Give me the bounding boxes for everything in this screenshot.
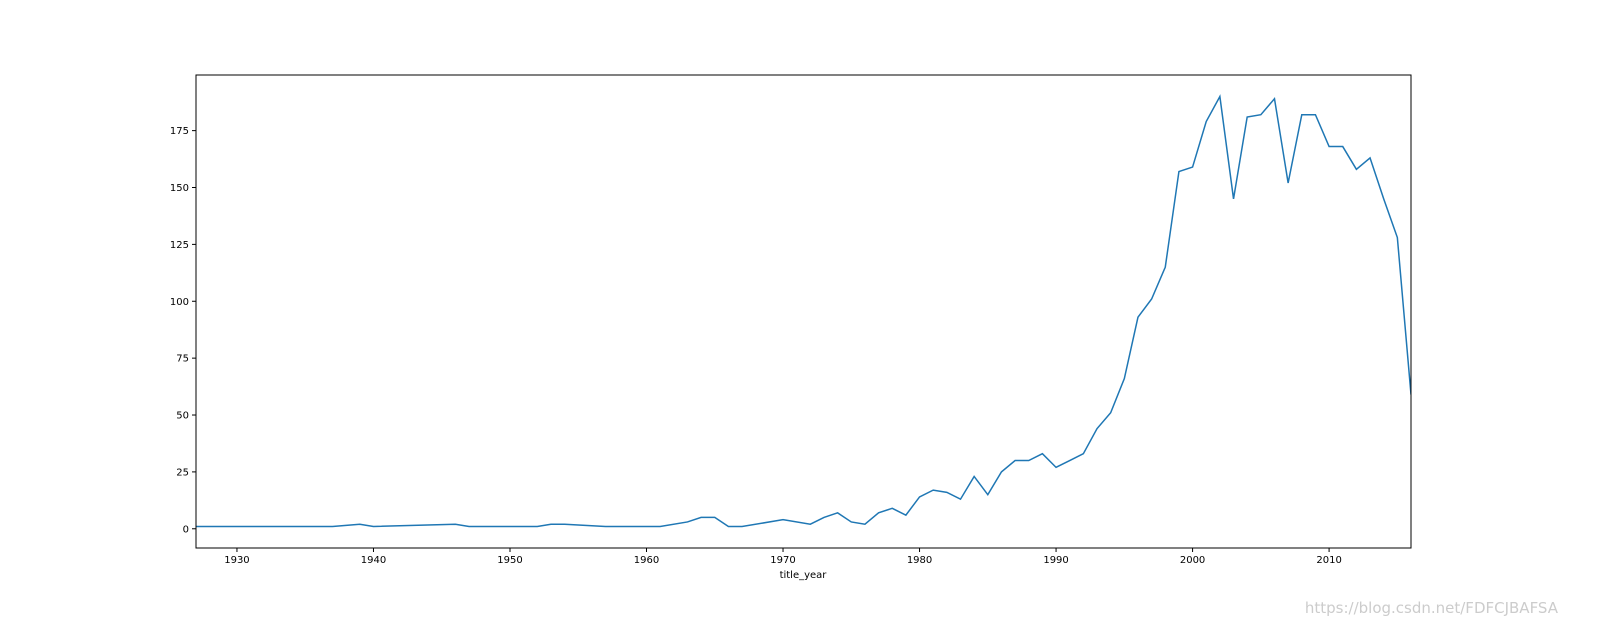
x-tick-label: 1980: [907, 555, 932, 566]
x-tick-label: 1950: [497, 555, 522, 566]
x-tick-label: 1930: [224, 555, 249, 566]
y-tick-label: 125: [170, 240, 189, 251]
line: [196, 94, 1411, 528]
y-tick-label: 100: [170, 297, 189, 308]
y-tick-label: 175: [170, 126, 189, 137]
x-tick-label: 2010: [1316, 555, 1341, 566]
y-tick-label: 75: [176, 354, 189, 365]
x-axis-label: title_year: [780, 570, 828, 581]
plot-frame: [195, 74, 1412, 549]
x-tick-label: 1960: [634, 555, 659, 566]
y-tick-label: 0: [183, 524, 189, 535]
x-tick-label: 2000: [1180, 555, 1205, 566]
y-tick-label: 150: [170, 183, 189, 194]
y-tick-label: 25: [176, 467, 189, 478]
x-tick-label: 1990: [1043, 555, 1068, 566]
watermark: https://blog.csdn.net/FDFCJBAFSA: [1305, 599, 1559, 617]
x-tick-label: 1940: [361, 555, 386, 566]
y-tick-label: 50: [176, 411, 189, 422]
x-tick-label: 1970: [770, 555, 795, 566]
